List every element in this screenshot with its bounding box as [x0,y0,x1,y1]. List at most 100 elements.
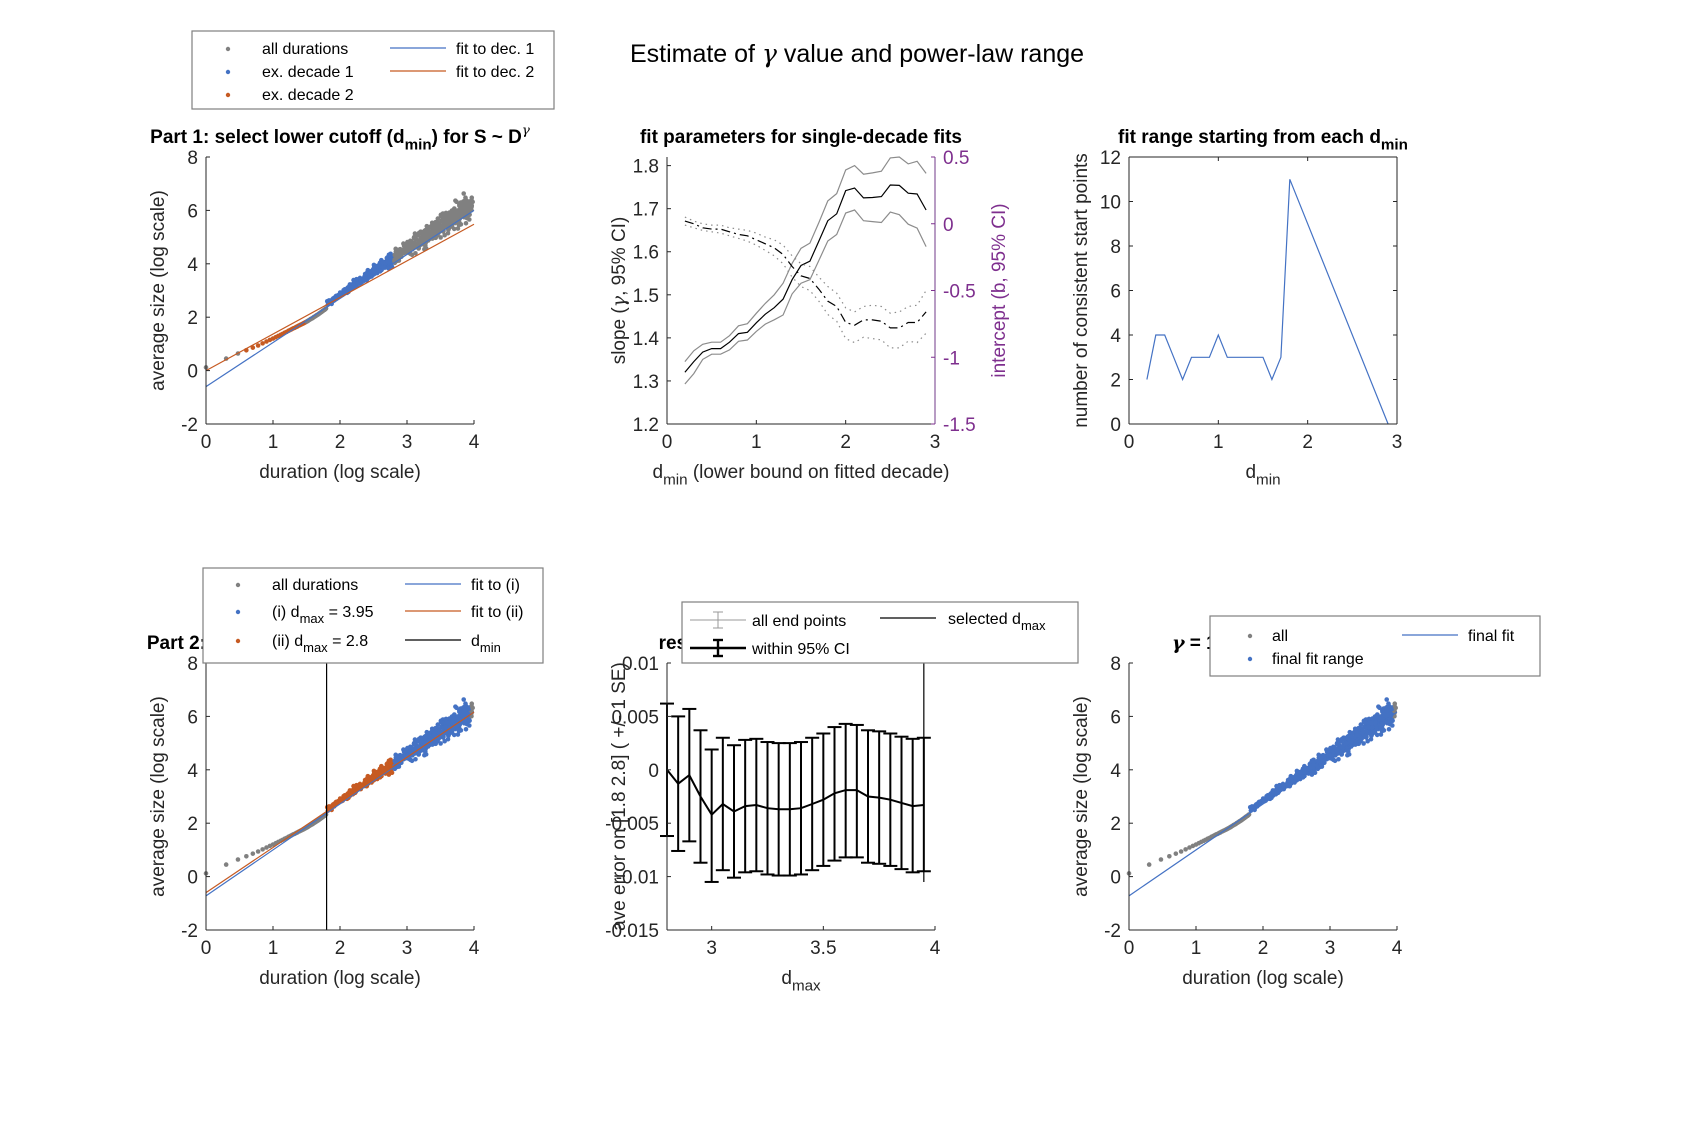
x-axis-label-subscript: max [792,978,821,995]
y-tick-label: 4 [187,761,198,782]
chart-title: fit range starting from each dmin [1118,127,1408,154]
y-axis-label-pre: slope ( [609,307,630,365]
data-point [450,720,455,725]
data-point [458,205,464,210]
legend-entry: final fit [1402,628,1515,645]
data-point [1378,726,1384,731]
legend-label-text: (ii) d [272,633,303,650]
legend-label-text: (i) d [272,604,300,621]
data-point [264,845,269,850]
data-point [443,724,448,730]
x-axis-label-post: (lower bound on fitted decade) [688,462,950,483]
legend-entry: all end points [690,611,846,630]
data-point [1307,761,1313,767]
x-axis-label: duration (log scale) [259,462,421,483]
data-point [451,732,457,738]
data-point [431,732,437,738]
data-point [380,259,385,265]
scatter-points [203,191,475,370]
data-point [1309,772,1315,777]
data-point [1362,720,1368,726]
legend-label-text: selected d [948,611,1021,628]
legend-label-text: ex. decade 1 [262,64,354,81]
y-tick-label: 1.2 [633,415,659,436]
data-point [369,268,374,274]
data-point [1378,732,1384,737]
y-axis-label: number of consistent start points [1071,153,1092,428]
data-point [255,849,261,854]
data-point [1368,736,1374,742]
y-tick-label: -0.01 [616,868,659,889]
y-tick-label: 0 [187,868,198,889]
data-point [1366,724,1371,730]
data-point [429,742,435,747]
legend-label-text: all durations [262,41,348,58]
series-line [684,184,927,373]
data-point [1287,776,1293,782]
data-point [1362,734,1368,740]
x-tick-label: 3.5 [810,938,836,959]
y-tick-label: 2 [187,308,198,329]
y-axis-label: average size (log scale) [148,190,169,391]
data-point [260,847,265,852]
x-tick-label: 0 [1124,432,1135,453]
data-point [1392,701,1398,707]
data-point [469,701,475,707]
data-point [466,200,472,206]
data-point [386,772,392,777]
chart-title-post: ) for S ~ D [432,127,522,148]
legend-entry: ex. decade 1 [225,64,354,81]
series-line [684,209,927,385]
data-point [395,755,401,761]
data-point [438,741,443,746]
data-point [409,252,415,258]
chart-fitparams: fit parameters for single-decade fits dmi… [608,127,1010,489]
legend-marker-icon [225,92,231,98]
data-point [412,235,417,241]
legend-entry: fit to dec. 1 [390,41,534,58]
data-point [431,226,437,232]
legend-box [202,567,544,664]
data-point [1370,716,1375,721]
legend-label: final fit [1468,628,1515,645]
data-point [1274,783,1279,789]
legend-label: dmin [471,633,501,655]
series-line [666,769,924,817]
data-point [1316,752,1321,758]
x-tick-label: 0 [662,432,673,453]
x-tick-label: 2 [335,432,346,453]
figure-title-text-pre: Estimate of [630,40,762,68]
data-point [1350,730,1355,736]
data-point [1256,801,1262,806]
data-point [385,259,390,264]
chart-final: γ = 1.72, range: 2.15duration (log scale… [1071,615,1541,989]
x-tick-label: 0 [201,938,212,959]
scatter-points [1126,697,1398,876]
fit-line [205,711,475,894]
legend-label: (ii) dmax = 2.8 [272,633,368,655]
data-point [454,199,459,205]
y-tick-label: 8 [187,654,198,675]
data-point [470,705,475,711]
legend-label-text: d [471,633,480,650]
data-point [388,759,393,765]
y-tick-label: 8 [1110,654,1121,675]
y2-axis-label: intercept (b, 95% CI) [989,203,1010,377]
legend-entry: selected dmax [880,611,1046,633]
data-point [467,217,472,222]
x-tick-label: 3 [930,432,941,453]
chart-title-subscript: min [405,137,432,154]
data-point [374,769,380,775]
chart-fitrange: fit range starting from each dmindminnum… [1071,127,1408,489]
data-point [374,263,380,269]
legend-label-text: fit to (ii) [471,604,523,621]
legend-label: fit to dec. 2 [456,64,534,81]
data-point [438,235,443,240]
data-point [425,744,431,749]
y-tick-label: 2 [1110,371,1121,392]
data-point [457,214,462,220]
data-point [388,253,393,259]
data-point [235,857,241,862]
data-point [1292,774,1297,780]
y-tick-label: 6 [1110,282,1121,303]
